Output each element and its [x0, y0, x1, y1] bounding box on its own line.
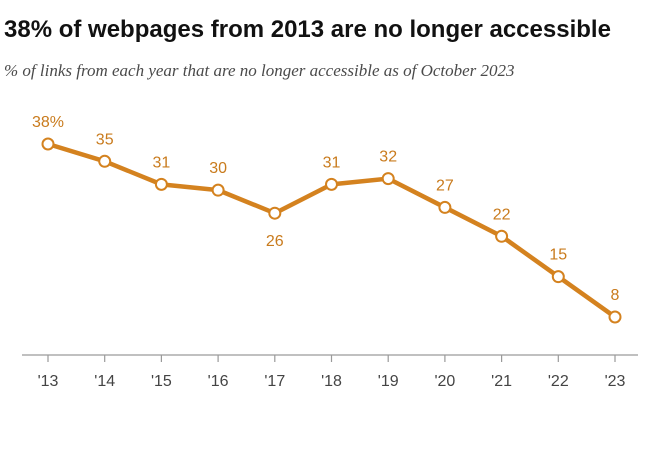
chart-subtitle: % of links from each year that are no lo…: [4, 61, 515, 80]
data-label: 15: [549, 247, 567, 264]
x-tick-label: '21: [491, 373, 512, 390]
data-point: [495, 229, 509, 243]
data-point: [608, 310, 622, 324]
x-tick-label: '22: [548, 373, 569, 390]
x-tick-label: '13: [38, 373, 59, 390]
data-point: [438, 200, 452, 214]
x-tick-label: '23: [605, 373, 626, 390]
chart-title: 38% of webpages from 2013 are no longer …: [4, 16, 611, 43]
x-tick-label: '19: [378, 373, 399, 390]
data-label: 8: [611, 287, 620, 304]
x-tick-label: '18: [321, 373, 342, 390]
x-tick-label: '14: [94, 373, 115, 390]
data-label: 26: [266, 233, 284, 250]
data-point: [41, 137, 55, 151]
data-label: 27: [436, 177, 454, 194]
data-label: 22: [493, 206, 511, 223]
data-label: 31: [323, 154, 341, 171]
data-point: [154, 177, 168, 191]
data-point: [381, 172, 395, 186]
data-label: 31: [153, 154, 171, 171]
data-label: 38%: [32, 114, 64, 131]
x-tick-label: '16: [208, 373, 229, 390]
data-point: [211, 183, 225, 197]
data-point: [551, 270, 565, 284]
data-label: 32: [379, 149, 397, 166]
data-label: 30: [209, 160, 227, 177]
data-label: 35: [96, 131, 114, 148]
data-point: [268, 206, 282, 220]
x-tick-label: '15: [151, 373, 172, 390]
data-point: [98, 154, 112, 168]
x-tick-label: '20: [434, 373, 455, 390]
data-point: [325, 177, 338, 191]
x-tick-label: '17: [264, 373, 285, 390]
